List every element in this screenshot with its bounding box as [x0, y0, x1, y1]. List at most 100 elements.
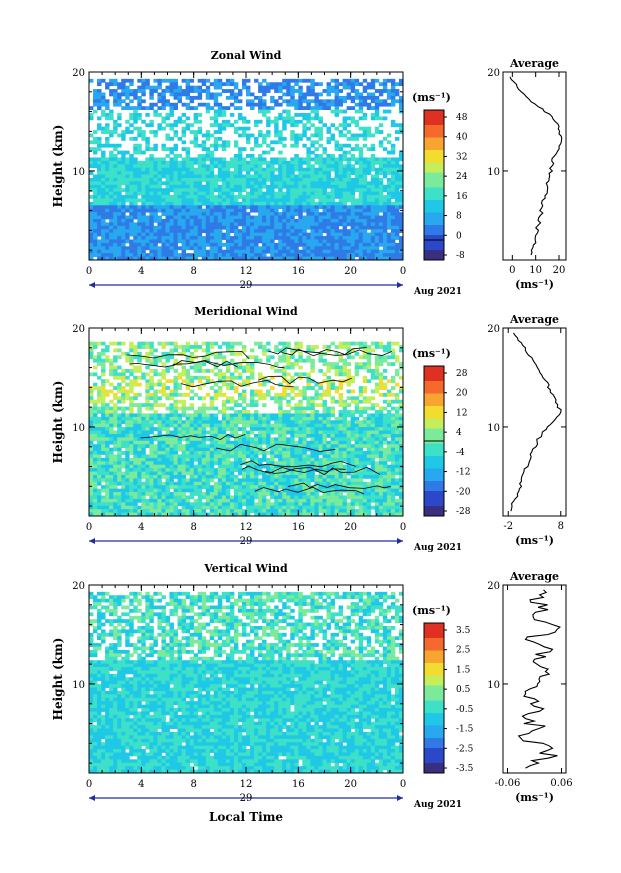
profile-y-tick-label: 20 [487, 324, 500, 335]
y-axis-label: Height (km) [51, 381, 65, 464]
heatmap-field [89, 591, 404, 774]
colorbar-label: -0.5 [456, 705, 474, 715]
profile-frame [502, 327, 567, 517]
profile-title: Average [509, 570, 559, 583]
profile-line [509, 76, 563, 256]
date-label: Aug 2021 [413, 287, 462, 297]
colorbar-label: 3.5 [456, 626, 471, 636]
x-tick-label: 16 [292, 522, 305, 533]
heatmap-field [89, 341, 404, 517]
colorbar-label: -4 [456, 448, 465, 458]
colorbar-frame [423, 622, 445, 774]
x-tick-label: 0 [400, 522, 406, 533]
panel-meridional-wind: Meridional Wind 10 20 Height (km) 0 4 8 12 16 20 0… [51, 305, 567, 553]
colorbar-frame [423, 109, 445, 261]
profile-line [510, 332, 562, 512]
profile-frame [502, 584, 567, 774]
colorbar-unit: (ms⁻¹) [412, 91, 451, 104]
x-tick-label: 8 [190, 779, 196, 790]
colorbar-label: -1.5 [456, 725, 474, 735]
x-tick-label: 12 [240, 779, 253, 790]
x-tick-label: 20 [344, 522, 357, 533]
profile-x-tick-label: 20 [553, 265, 566, 276]
profile-line [517, 589, 562, 769]
colorbar-label: -3.5 [456, 764, 474, 774]
average-profile: Average 10 20 -2 8 (ms⁻¹) [487, 313, 567, 547]
x-tick-label: 4 [138, 522, 144, 533]
colorbar-label: 40 [456, 133, 468, 143]
x-tick-label: 8 [190, 522, 196, 533]
x-tick-label: 20 [344, 266, 357, 277]
day-label: 29 [240, 793, 253, 804]
colorbar-label: -2.5 [456, 744, 474, 754]
colorbar: 48 40 32 24 16 8 0 -8 [423, 109, 468, 261]
x-tick-label: 12 [240, 266, 253, 277]
x-axis-label: Local Time [209, 810, 283, 824]
y-axis-label: Height (km) [51, 125, 65, 208]
profile-y-tick-label: 10 [487, 167, 500, 178]
x-tick-label: 0 [400, 779, 406, 790]
profile-x-tick-label: 0.06 [550, 778, 572, 789]
x-tick-label: 4 [138, 266, 144, 277]
x-tick-label: 0 [86, 779, 92, 790]
heatmap-field [89, 78, 404, 261]
colorbar-unit: (ms⁻¹) [412, 347, 451, 360]
profile-title: Average [509, 313, 559, 326]
day-label: 29 [240, 536, 253, 547]
colorbar-label: 0 [456, 231, 462, 241]
profile-y-tick-label: 20 [487, 68, 500, 79]
x-tick-label: 4 [138, 779, 144, 790]
y-tick-label: 10 [72, 167, 85, 178]
y-tick-label: 20 [72, 581, 85, 592]
colorbar-unit: (ms⁻¹) [412, 604, 451, 617]
colorbar-label: 1.5 [456, 665, 471, 675]
colorbar-label: 12 [456, 408, 467, 418]
profile-x-tick-label: 0 [509, 265, 515, 276]
y-tick-label: 20 [72, 324, 85, 335]
colorbar-label: 16 [456, 192, 468, 202]
panel-title: Zonal Wind [211, 49, 282, 62]
panel-title: Vertical Wind [203, 562, 288, 575]
date-label: Aug 2021 [413, 543, 462, 553]
panel-title: Meridional Wind [194, 305, 298, 318]
date-label: Aug 2021 [413, 800, 462, 810]
x-tick-label: 20 [344, 779, 357, 790]
y-tick-label: 10 [72, 423, 85, 434]
y-tick-label: 10 [72, 680, 85, 691]
colorbar-label: -20 [456, 487, 471, 497]
profile-x-label: (ms⁻¹) [515, 534, 554, 547]
profile-y-tick-label: 20 [487, 581, 500, 592]
panel-vertical-wind: Vertical Wind 10 20 Height (km) 0 4 8 12 16 20 0 29… [51, 562, 573, 824]
profile-x-label: (ms⁻¹) [515, 278, 554, 291]
colorbar-label: 24 [456, 172, 468, 182]
x-tick-label: 0 [86, 266, 92, 277]
x-tick-label: 0 [400, 266, 406, 277]
colorbar-label: -12 [456, 468, 471, 478]
x-tick-label: 16 [292, 266, 305, 277]
profile-y-tick-label: 10 [487, 680, 500, 691]
average-profile: Average 10 20 -0.06 0.06 (ms⁻¹) [487, 570, 572, 804]
profile-x-tick-label: 10 [529, 265, 542, 276]
profile-y-tick-label: 10 [487, 423, 500, 434]
colorbar-label: 2.5 [456, 646, 471, 656]
profile-title: Average [509, 57, 559, 70]
average-profile: Average 10 20 0 10 20 (ms⁻¹) [487, 57, 567, 291]
colorbar-label: 28 [456, 369, 468, 379]
x-tick-label: 0 [86, 522, 92, 533]
colorbar: 28 20 12 4 -4 -12 -20 -28 [423, 365, 471, 517]
y-tick-label: 20 [72, 68, 85, 79]
colorbar-label: 8 [456, 212, 462, 222]
profile-x-tick-label: -0.06 [495, 778, 521, 789]
y-axis-label: Height (km) [51, 638, 65, 721]
colorbar-label: 32 [456, 152, 467, 162]
colorbar: 3.5 2.5 1.5 0.5 -0.5 -1.5 -2.5 -3.5 [423, 622, 474, 774]
colorbar-label: 20 [456, 389, 468, 399]
colorbar-label: -28 [456, 507, 471, 517]
x-tick-label: 8 [190, 266, 196, 277]
colorbar-label: 4 [456, 428, 462, 438]
colorbar-label: 48 [456, 113, 468, 123]
day-label: 29 [240, 280, 253, 291]
x-tick-label: 12 [240, 522, 253, 533]
